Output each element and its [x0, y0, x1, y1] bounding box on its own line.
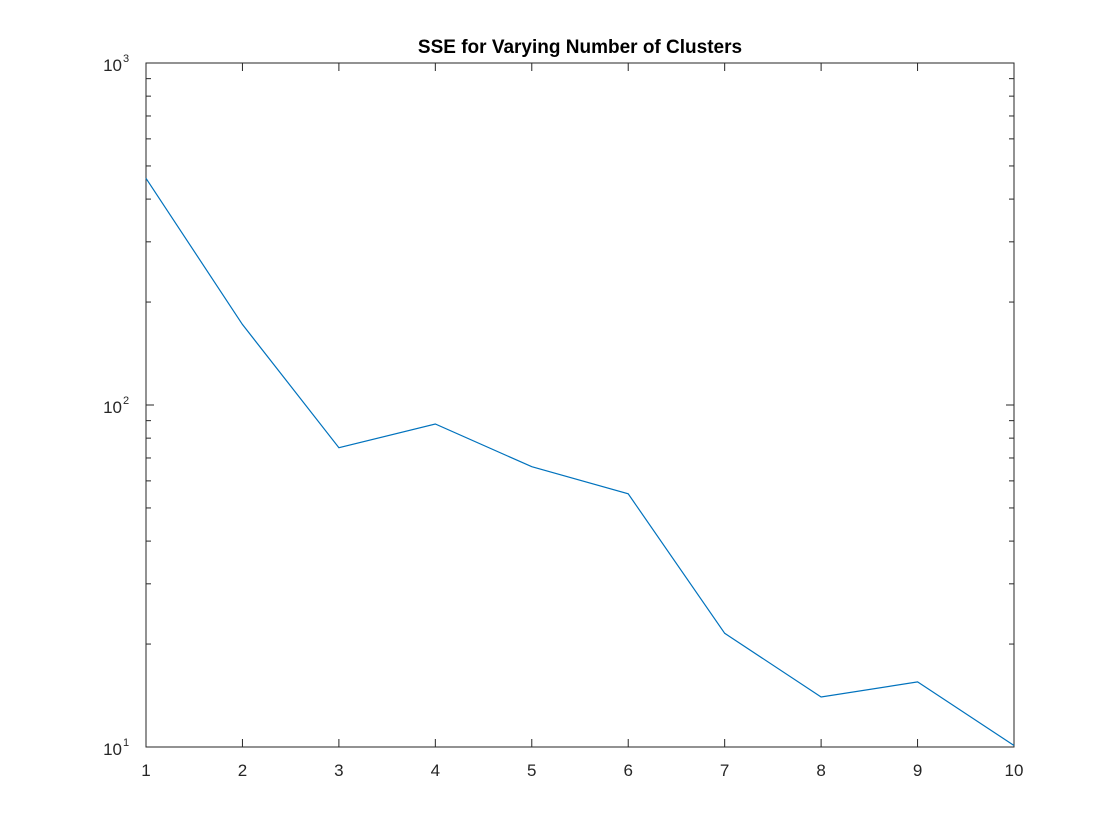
x-tick-label: 9 [913, 761, 922, 780]
x-tick-label: 5 [527, 761, 536, 780]
chart-title: SSE for Varying Number of Clusters [418, 37, 742, 58]
y-tick-label-exponent: 2 [123, 395, 129, 407]
x-tick-label: 2 [238, 761, 247, 780]
x-tick-label: 7 [720, 761, 729, 780]
y-tick-label-base: 10 [103, 740, 122, 759]
y-tick-label-exponent: 1 [123, 737, 129, 749]
series-line [145, 177, 1015, 747]
x-tick-label: 3 [334, 761, 343, 780]
x-tick-label: 1 [141, 761, 150, 780]
x-tick-label: 8 [816, 761, 825, 780]
x-tick-label: 6 [623, 761, 632, 780]
x-tick-label: 4 [431, 761, 440, 780]
y-tick-label-base: 10 [103, 398, 122, 417]
x-tick-label: 10 [1005, 761, 1024, 780]
y-tick-label-base: 10 [103, 56, 122, 75]
y-tick-label-exponent: 3 [123, 53, 129, 65]
